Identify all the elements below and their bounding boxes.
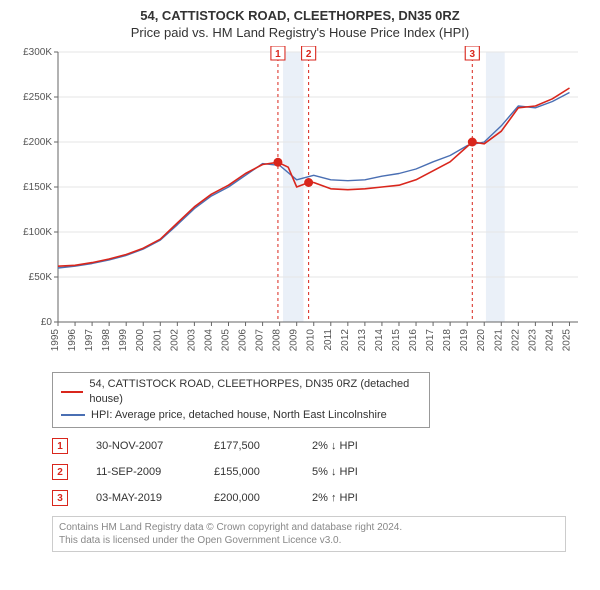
event-price: £200,000: [214, 492, 284, 504]
event-diff: 5% ↓ HPI: [312, 466, 402, 478]
legend-row: 54, CATTISTOCK ROAD, CLEETHORPES, DN35 0…: [61, 377, 421, 408]
chart-subtitle: Price paid vs. HM Land Registry's House …: [10, 25, 590, 40]
svg-text:2015: 2015: [391, 329, 402, 352]
svg-text:2020: 2020: [476, 329, 487, 352]
svg-text:1999: 1999: [118, 329, 129, 352]
svg-text:2006: 2006: [238, 329, 249, 352]
svg-text:2004: 2004: [203, 329, 214, 352]
svg-text:2002: 2002: [169, 329, 180, 352]
legend-label: 54, CATTISTOCK ROAD, CLEETHORPES, DN35 0…: [89, 377, 421, 408]
event-marker: 2: [52, 464, 68, 480]
svg-text:£50K: £50K: [29, 272, 53, 283]
svg-text:£200K: £200K: [23, 137, 52, 148]
event-diff: 2% ↑ HPI: [312, 492, 402, 504]
event-row: 2 11-SEP-2009 £155,000 5% ↓ HPI: [52, 464, 590, 480]
footer-line2: This data is licensed under the Open Gov…: [59, 534, 559, 547]
svg-text:2022: 2022: [510, 329, 521, 352]
svg-text:2009: 2009: [289, 329, 300, 352]
event-price: £177,500: [214, 440, 284, 452]
svg-text:1996: 1996: [67, 329, 78, 352]
legend-row: HPI: Average price, detached house, Nort…: [61, 408, 421, 423]
svg-text:1998: 1998: [101, 329, 112, 352]
event-date: 03-MAY-2019: [96, 492, 186, 504]
svg-text:2025: 2025: [561, 329, 572, 352]
svg-text:1997: 1997: [84, 329, 95, 352]
event-date: 30-NOV-2007: [96, 440, 186, 452]
footer-attribution: Contains HM Land Registry data © Crown c…: [52, 516, 566, 552]
svg-text:£100K: £100K: [23, 227, 52, 238]
event-marker: 3: [52, 490, 68, 506]
svg-text:2005: 2005: [220, 329, 231, 352]
footer-line1: Contains HM Land Registry data © Crown c…: [59, 521, 559, 534]
svg-text:2012: 2012: [340, 329, 351, 352]
svg-text:2010: 2010: [306, 329, 317, 352]
svg-text:£150K: £150K: [23, 182, 52, 193]
svg-text:1995: 1995: [50, 329, 61, 352]
svg-text:3: 3: [470, 49, 476, 60]
svg-text:2017: 2017: [425, 329, 436, 352]
svg-text:2008: 2008: [272, 329, 283, 352]
svg-text:£300K: £300K: [23, 47, 52, 58]
chart-svg: £0 £50K £100K £150K £200K £250K £300K 1995 1996 1…: [10, 46, 590, 366]
svg-text:£250K: £250K: [23, 92, 52, 103]
legend: 54, CATTISTOCK ROAD, CLEETHORPES, DN35 0…: [52, 372, 430, 428]
svg-text:2016: 2016: [408, 329, 419, 352]
legend-label: HPI: Average price, detached house, Nort…: [91, 408, 387, 423]
svg-text:£0: £0: [41, 317, 53, 328]
event-table: 1 30-NOV-2007 £177,500 2% ↓ HPI 2 11-SEP-2009…: [52, 438, 590, 506]
svg-text:2011: 2011: [323, 329, 334, 351]
svg-text:1: 1: [275, 49, 281, 60]
legend-swatch: [61, 391, 83, 393]
svg-text:2000: 2000: [135, 329, 146, 352]
svg-text:2024: 2024: [544, 329, 555, 352]
svg-text:2014: 2014: [374, 329, 385, 352]
event-date: 11-SEP-2009: [96, 466, 186, 478]
svg-text:2007: 2007: [255, 329, 266, 352]
svg-text:2013: 2013: [357, 329, 368, 352]
svg-text:2021: 2021: [493, 329, 504, 352]
event-diff: 2% ↓ HPI: [312, 440, 402, 452]
svg-text:2: 2: [306, 49, 312, 60]
svg-text:2023: 2023: [527, 329, 538, 352]
event-marker: 1: [52, 438, 68, 454]
chart-title: 54, CATTISTOCK ROAD, CLEETHORPES, DN35 0…: [10, 8, 590, 23]
event-price: £155,000: [214, 466, 284, 478]
svg-text:2001: 2001: [152, 329, 163, 352]
chart-plot: £0 £50K £100K £150K £200K £250K £300K 1995 1996 1…: [10, 46, 590, 366]
event-row: 1 30-NOV-2007 £177,500 2% ↓ HPI: [52, 438, 590, 454]
event-row: 3 03-MAY-2019 £200,000 2% ↑ HPI: [52, 490, 590, 506]
legend-swatch: [61, 414, 85, 416]
svg-text:2003: 2003: [186, 329, 197, 352]
svg-text:2019: 2019: [459, 329, 470, 352]
svg-text:2018: 2018: [442, 329, 453, 352]
